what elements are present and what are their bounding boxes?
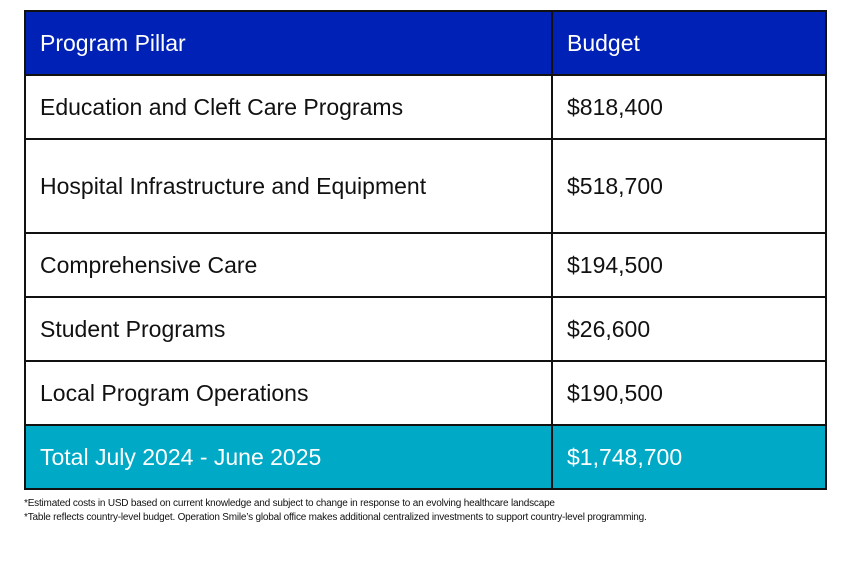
pillar-cell: Education and Cleft Care Programs [24, 74, 553, 140]
budget-cell: $190,500 [551, 360, 827, 426]
footnote: *Table reflects country-level budget. Op… [24, 512, 647, 523]
pillar-cell: Local Program Operations [24, 360, 553, 426]
total-row: Total July 2024 - June 2025 $1,748,700 [24, 424, 827, 490]
table-row: Comprehensive Care $194,500 [24, 232, 827, 298]
table-row: Hospital Infrastructure and Equipment $5… [24, 138, 827, 234]
table-row: Student Programs $26,600 [24, 296, 827, 362]
total-label: Total July 2024 - June 2025 [24, 424, 553, 490]
budget-cell: $26,600 [551, 296, 827, 362]
budget-cell: $818,400 [551, 74, 827, 140]
budget-cell: $518,700 [551, 138, 827, 234]
header-row: Program Pillar Budget [24, 10, 827, 76]
footnotes: *Estimated costs in USD based on current… [24, 497, 647, 525]
pillar-cell: Hospital Infrastructure and Equipment [24, 138, 553, 234]
pillar-cell: Comprehensive Care [24, 232, 553, 298]
budget-table: Program Pillar Budget Education and Clef… [24, 10, 827, 490]
budget-cell: $194,500 [551, 232, 827, 298]
table-row: Education and Cleft Care Programs $818,4… [24, 74, 827, 140]
total-budget: $1,748,700 [551, 424, 827, 490]
header-budget: Budget [551, 10, 827, 76]
header-program-pillar: Program Pillar [24, 10, 553, 76]
footnote: *Estimated costs in USD based on current… [24, 498, 555, 509]
table-row: Local Program Operations $190,500 [24, 360, 827, 426]
pillar-cell: Student Programs [24, 296, 553, 362]
